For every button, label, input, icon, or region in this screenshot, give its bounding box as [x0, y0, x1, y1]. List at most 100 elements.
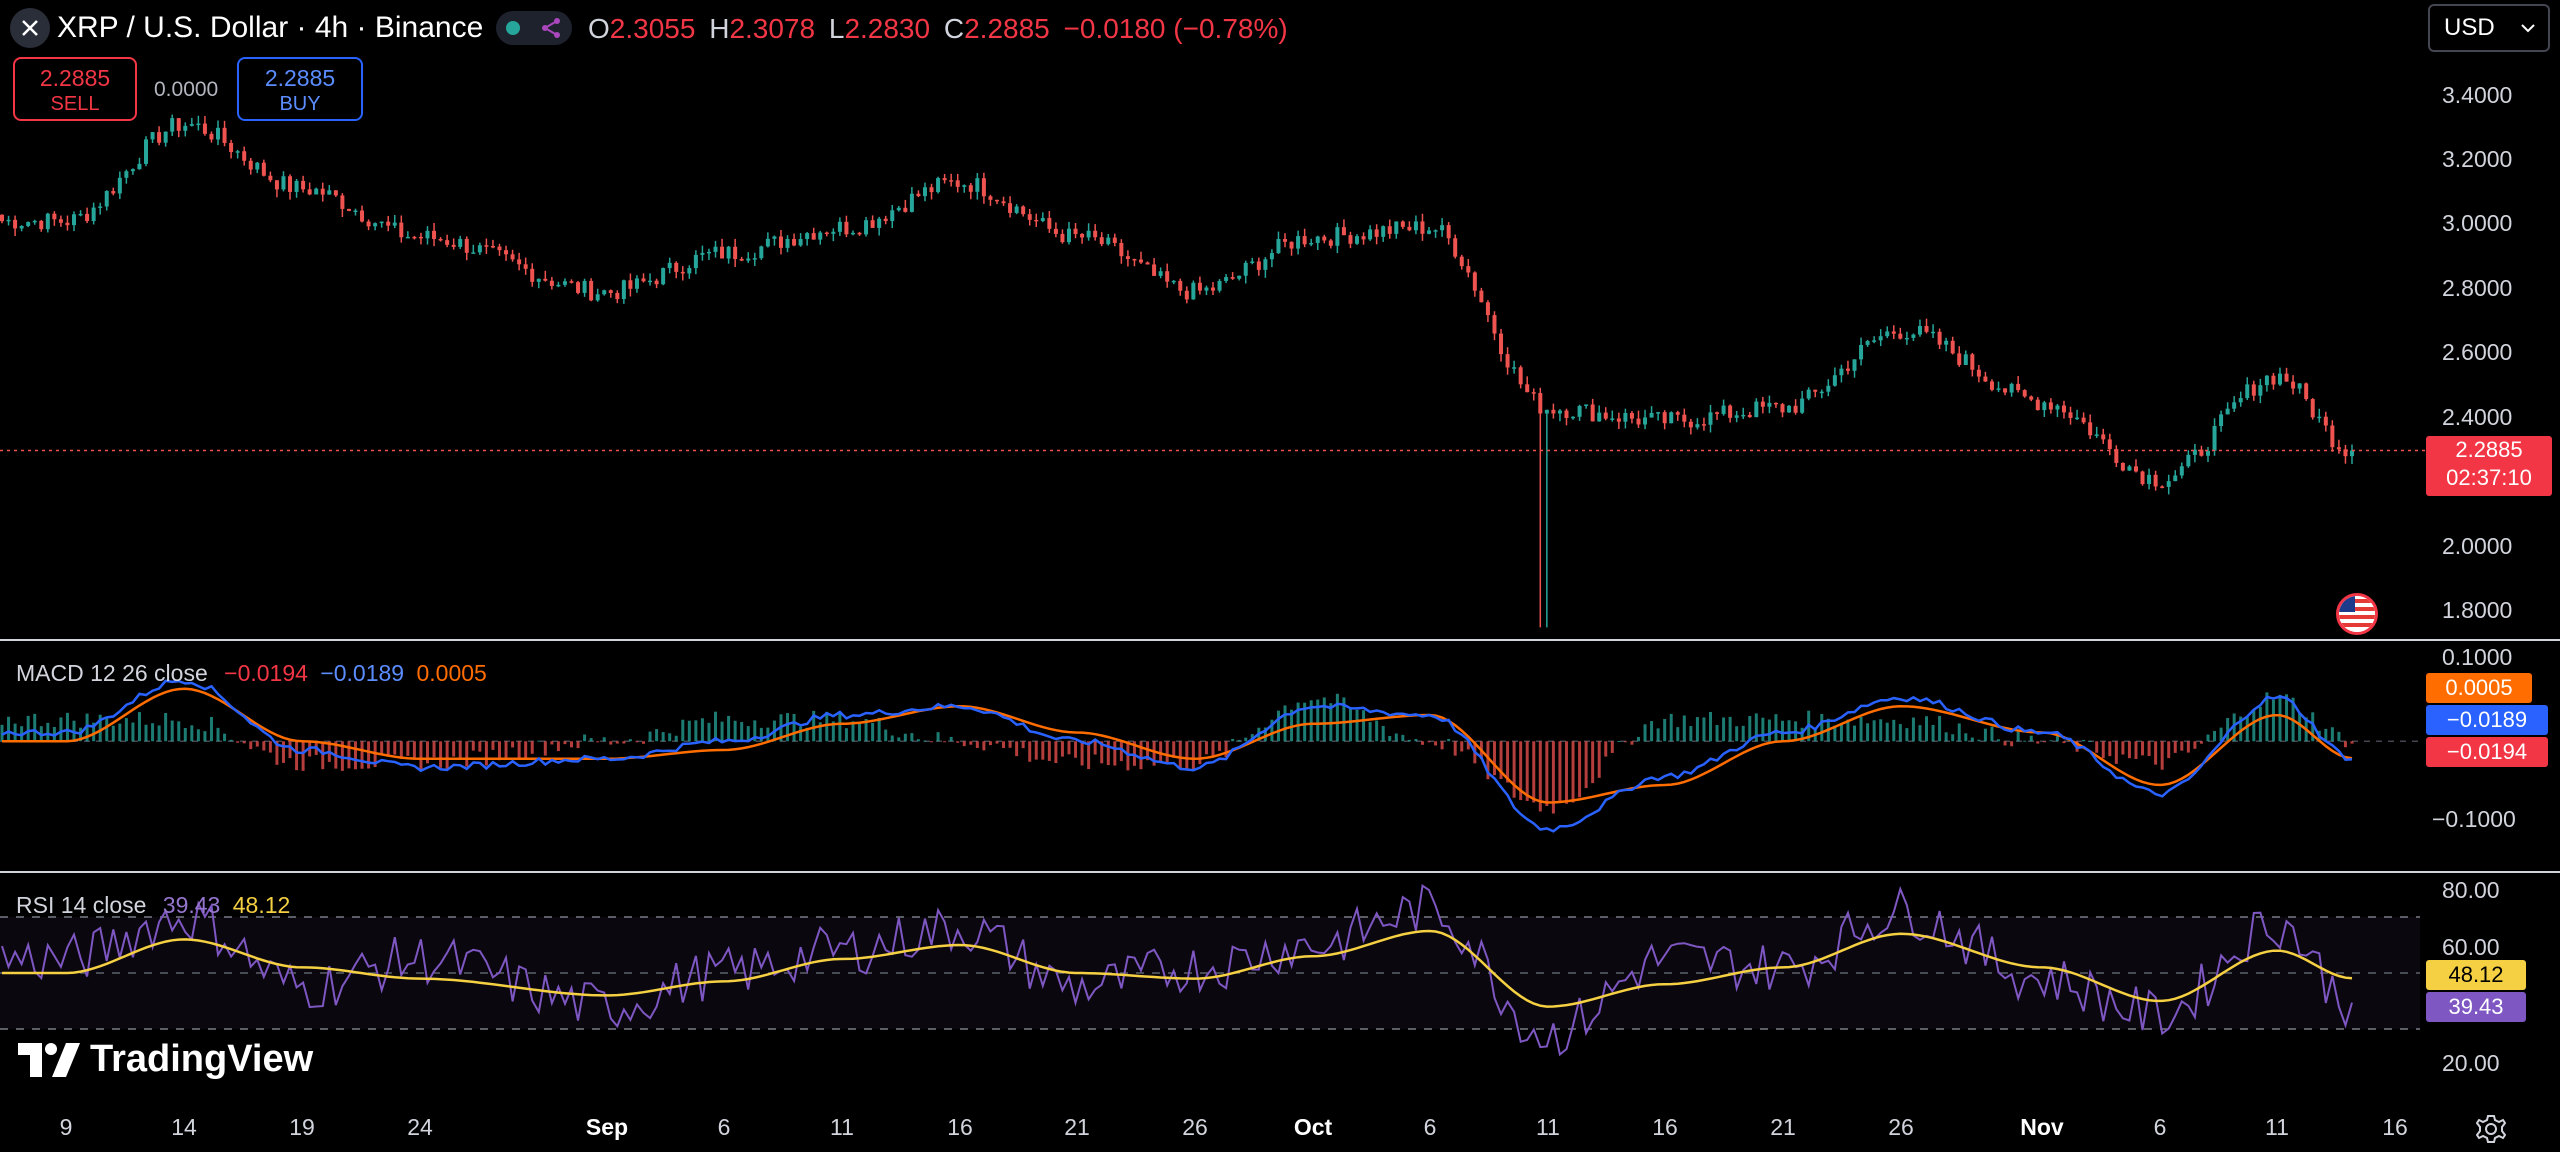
macd-histogram-bar [884, 729, 888, 742]
time-axis[interactable]: 9 14 19 24 Sep 6 11 16 21 26 Oct 6 11 16 21 26 Nov 6 11 16 [0, 1110, 2420, 1150]
time-tick: 21 [1770, 1114, 1796, 1140]
candle-body [831, 231, 836, 234]
candle-body [202, 123, 207, 134]
macd-histogram-bar [170, 720, 174, 742]
macd-histogram-bar [439, 741, 443, 768]
macd-histogram-bar [1290, 709, 1294, 742]
currency-select[interactable]: USD [2428, 4, 2550, 52]
time-tick: 16 [2382, 1114, 2408, 1140]
candle-body [1283, 238, 1288, 242]
macd-histogram-bar [988, 741, 992, 746]
candle-body [1302, 236, 1307, 245]
macd-histogram-bar [2016, 731, 2020, 742]
macd-histogram-bar [583, 734, 587, 742]
candle-body [1531, 392, 1536, 394]
candle-body [1237, 275, 1242, 279]
candle-body [45, 213, 50, 230]
candle-body [1963, 354, 1968, 365]
candle-body [569, 281, 574, 283]
sell-button[interactable]: 2.2885 SELL [13, 57, 137, 121]
us-flag-event-icon[interactable] [2336, 593, 2378, 635]
macd-histogram-bar [1204, 741, 1208, 755]
macd-legend[interactable]: MACD 12 26 close −0.0194 −0.0189 0.0005 [16, 660, 487, 687]
candle-body [1433, 230, 1438, 232]
macd-histogram-bar [1093, 741, 1097, 755]
candle-body [870, 220, 875, 228]
rsi-ma-line [2, 929, 2353, 1008]
macd-histogram-bar [2055, 734, 2059, 742]
status-pill[interactable] [496, 11, 572, 45]
rsi-legend[interactable]: RSI 14 close 39.43 48.12 [16, 892, 290, 919]
macd-histogram-bar [1453, 741, 1457, 756]
candle-body [536, 278, 541, 282]
candle-body [0, 214, 4, 222]
candle-body [1328, 240, 1333, 246]
time-tick: 6 [1423, 1114, 1437, 1140]
candle-body [1420, 221, 1425, 234]
macd-histogram-bar [65, 712, 69, 742]
candle-body [1479, 290, 1484, 303]
macd-histogram-bar [412, 741, 416, 760]
tradingview-logo[interactable]: TradingView [18, 1038, 313, 1081]
macd-histogram-bar [1578, 741, 1582, 798]
macd-histogram-bar [458, 741, 462, 758]
candle-body [2350, 450, 2354, 457]
candle-body [2061, 405, 2066, 413]
candle-body [864, 220, 869, 235]
candle-body [72, 214, 77, 226]
candle-body [320, 188, 325, 195]
macd-histogram-bar [615, 741, 619, 744]
buy-button[interactable]: 2.2885 BUY [237, 57, 363, 121]
chart-settings-button[interactable] [2475, 1114, 2514, 1152]
time-tick: 16 [947, 1114, 973, 1140]
macd-histogram-bar [799, 726, 803, 742]
candle-body [1485, 302, 1490, 316]
macd-histogram-bar [2252, 710, 2256, 742]
price-tick: 2.6000 [2442, 339, 2513, 365]
candle-body [1845, 368, 1850, 371]
candle-body [2232, 402, 2237, 409]
candle-body [608, 290, 613, 293]
candle-body [1950, 340, 1955, 354]
macd-histogram-bar [1591, 741, 1595, 784]
macd-histogram-bar [2226, 717, 2230, 742]
candle-body [255, 162, 260, 170]
macd-histogram-bar [1420, 741, 1424, 745]
macd-histogram-bar [1283, 705, 1287, 742]
candle-body [1335, 227, 1340, 246]
candle-body [1728, 405, 1733, 418]
bar-countdown: 02:37:10 [2446, 465, 2532, 490]
candle-body [497, 246, 502, 251]
candle-body [2140, 471, 2145, 485]
ohlc-readout: O2.3055 H2.3078 L2.2830 C2.2885 −0.0180 … [588, 13, 1288, 45]
macd-histogram-bar [2095, 741, 2099, 753]
close-symbol-button[interactable] [10, 8, 50, 48]
macd-histogram-bar [1735, 726, 1739, 742]
macd-histogram-bar [1427, 741, 1431, 743]
candle-body [1014, 206, 1019, 213]
candle-body [1165, 271, 1170, 282]
candle-body [216, 127, 221, 140]
macd-histogram-bar [2232, 713, 2236, 742]
symbol-title[interactable]: XRP / U.S. Dollar · 4h · Binance [57, 11, 484, 44]
time-tick: Sep [585, 1114, 629, 1140]
candle-body [654, 280, 659, 285]
macd-histogram-bar [1263, 727, 1267, 742]
macd-histogram-bar [759, 727, 763, 742]
macd-histogram-bar [7, 716, 11, 742]
macd-histogram-bar [609, 741, 613, 745]
macd-histogram-bar [1663, 718, 1667, 742]
candle-body [32, 220, 37, 223]
macd-histogram-bar [209, 716, 213, 742]
macd-histogram-bar [92, 722, 96, 742]
candle-body [1885, 331, 1890, 337]
macd-histogram-bar [2141, 741, 2145, 756]
candle-body [229, 142, 234, 153]
macd-histogram-bar [668, 733, 672, 742]
macd-histogram-bar [46, 722, 50, 742]
macd-histogram-bar [144, 724, 148, 742]
macd-histogram-bar [131, 722, 135, 742]
candle-body [2179, 466, 2184, 476]
chevron-down-icon [2520, 24, 2535, 33]
